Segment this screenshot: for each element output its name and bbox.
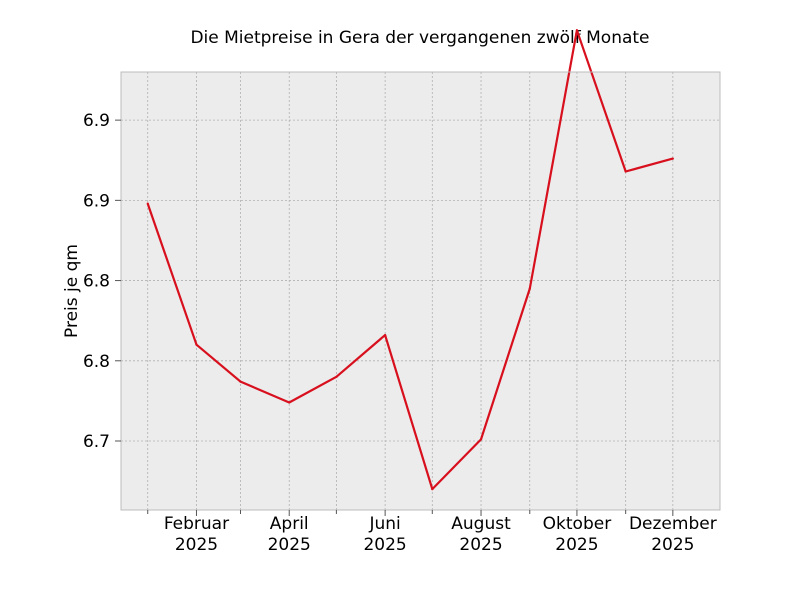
y-tick-label: 6.8 xyxy=(83,352,110,372)
data-point xyxy=(671,157,674,160)
x-tick-label: Oktober xyxy=(543,514,612,534)
plot-area xyxy=(121,72,720,510)
y-tick-label: 6.9 xyxy=(83,191,110,211)
x-tick-label: August xyxy=(451,514,511,534)
data-point xyxy=(431,488,434,491)
x-tick-label: April xyxy=(270,514,309,534)
x-tick-year-label: 2025 xyxy=(555,535,598,555)
x-tick-label: Februar xyxy=(164,514,229,534)
y-axis-label: Preis je qm xyxy=(62,244,82,338)
data-point xyxy=(146,202,149,205)
data-point xyxy=(384,334,387,337)
data-point xyxy=(239,380,242,383)
plot-frame xyxy=(120,71,721,511)
chart-title: Die Mietpreise in Gera der vergangenen z… xyxy=(190,28,649,48)
data-point xyxy=(624,170,627,173)
x-tick-year-label: 2025 xyxy=(175,535,218,555)
series-layer xyxy=(146,29,674,491)
y-tick-label: 6.9 xyxy=(83,111,110,131)
x-tick-year-label: 2025 xyxy=(268,535,311,555)
data-point xyxy=(288,401,291,404)
y-tick-label: 6.8 xyxy=(83,272,110,292)
x-tick-label: Dezember xyxy=(629,514,717,534)
data-point xyxy=(528,287,531,290)
grid-layer xyxy=(121,72,720,510)
x-tick-year-label: 2025 xyxy=(651,535,694,555)
x-tick-year-label: 2025 xyxy=(459,535,502,555)
x-tick-label: Juni xyxy=(368,514,400,534)
ticks-layer: 6.76.86.86.96.9Februar2025April2025Juni2… xyxy=(83,111,717,555)
y-tick-label: 6.7 xyxy=(83,432,110,452)
data-point xyxy=(195,343,198,346)
data-point xyxy=(335,375,338,378)
data-point xyxy=(479,438,483,441)
x-tick-year-label: 2025 xyxy=(363,535,406,555)
data-point xyxy=(575,29,579,32)
price-series-line xyxy=(146,29,674,491)
